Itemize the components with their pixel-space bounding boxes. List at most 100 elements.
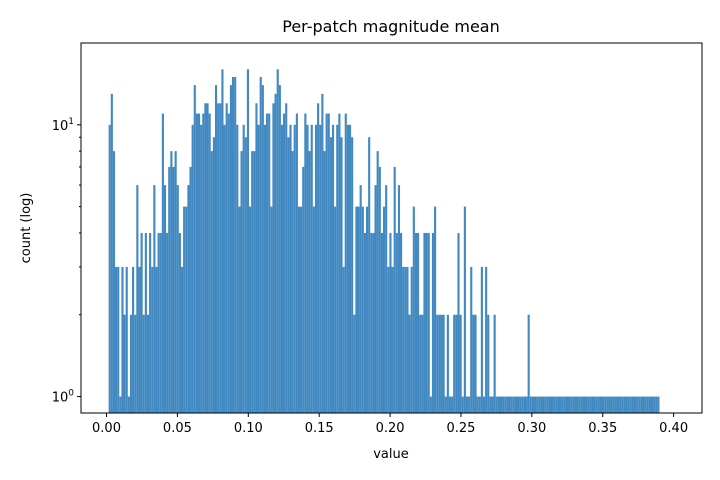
histogram-bar	[210, 151, 213, 413]
histogram-bar	[166, 232, 169, 413]
histogram-bar	[255, 103, 258, 413]
histogram-bar	[640, 396, 643, 413]
histogram-bar	[546, 396, 549, 413]
histogram-bar	[459, 314, 462, 413]
histogram-bar	[495, 396, 498, 413]
histogram-bar	[355, 206, 358, 413]
histogram-bar	[465, 396, 469, 413]
histogram-bar	[406, 266, 409, 413]
x-tick-label: 0.25	[446, 421, 475, 436]
histogram-bar	[404, 266, 407, 413]
histogram-bar	[236, 124, 239, 413]
histogram-bar	[570, 396, 573, 413]
histogram-bar	[595, 396, 598, 413]
histogram-bar	[319, 124, 322, 413]
x-axis-label: value	[373, 447, 409, 462]
histogram-bar	[163, 185, 167, 413]
histogram-bar	[159, 232, 162, 413]
histogram-bar	[559, 396, 562, 413]
histogram-bar	[272, 103, 275, 413]
histogram-bar	[417, 232, 420, 413]
x-tick-label: 0.20	[376, 421, 405, 436]
chart-title: Per-patch magnitude mean	[282, 17, 500, 36]
histogram-bar	[331, 124, 335, 413]
histogram-bar	[342, 266, 345, 413]
histogram-bar	[317, 103, 320, 413]
bars-group	[108, 69, 660, 414]
histogram-bar	[629, 396, 632, 413]
histogram-bar	[657, 396, 660, 413]
histogram-bar	[300, 206, 303, 413]
histogram-bar	[476, 396, 479, 413]
histogram-bar	[642, 396, 645, 413]
histogram-bar	[246, 69, 250, 413]
histogram-bar	[580, 396, 583, 413]
histogram-bar	[238, 206, 241, 413]
histogram-bar	[121, 266, 124, 413]
histogram-bar	[161, 113, 164, 413]
histogram-bar	[289, 124, 292, 413]
histogram-bar	[633, 396, 637, 413]
histogram-bar	[251, 151, 254, 413]
histogram-bar	[221, 69, 224, 413]
histogram-bar	[308, 151, 311, 413]
histogram-bar	[357, 206, 360, 413]
x-tick-label: 0.10	[234, 421, 263, 436]
histogram-bar	[485, 266, 488, 413]
histogram-bar	[170, 151, 173, 413]
histogram-bar	[146, 314, 150, 413]
histogram-bar	[650, 396, 654, 413]
histogram-bar	[302, 166, 305, 413]
histogram-bar	[174, 151, 177, 413]
axes-frame	[80, 42, 703, 414]
histogram-bar	[646, 396, 649, 413]
histogram-bar	[125, 266, 128, 413]
histogram-bar	[234, 76, 237, 413]
histogram-bar	[548, 396, 552, 413]
histogram-bar	[553, 396, 556, 413]
histogram-bar	[408, 314, 411, 413]
histogram-bar	[312, 206, 315, 413]
histogram-bar	[655, 396, 658, 413]
histogram-bar	[263, 124, 267, 413]
y-axis-ticks: 100 101	[52, 117, 81, 406]
histogram-bar	[557, 396, 560, 413]
histogram-bar	[638, 396, 641, 413]
histogram-bar	[261, 85, 264, 413]
histogram-bar	[285, 103, 288, 413]
histogram-bar	[348, 124, 352, 413]
histogram-bar	[527, 314, 530, 413]
histogram-bar	[214, 85, 218, 413]
y-axis-label: count (log)	[19, 193, 34, 264]
histogram-bar	[589, 396, 592, 413]
histogram-bar	[346, 124, 349, 413]
histogram-bar	[208, 113, 211, 413]
histogram-bar	[304, 113, 307, 413]
histogram-bar	[448, 396, 452, 413]
histogram-bar	[327, 113, 330, 413]
histogram-bar	[297, 206, 301, 413]
histogram-bar	[178, 232, 181, 413]
histogram-bar	[568, 396, 571, 413]
x-tick-label: 0.15	[305, 421, 334, 436]
histogram-bar	[368, 137, 371, 414]
histogram-bar	[510, 396, 513, 413]
y-tick-label: 101	[52, 117, 74, 134]
histogram-bar	[555, 396, 558, 413]
histogram-bar	[480, 266, 483, 413]
histogram-bar	[378, 166, 381, 413]
histogram-bar	[427, 232, 430, 413]
histogram-bar	[227, 113, 230, 413]
histogram-bar	[455, 314, 458, 413]
histogram-bar	[291, 151, 294, 413]
histogram-bar	[538, 396, 541, 413]
histogram-bar	[625, 396, 628, 413]
histogram-bar	[200, 124, 203, 413]
histogram-bar	[551, 396, 554, 413]
histogram-bar	[391, 266, 394, 413]
x-tick-label: 0.40	[659, 421, 688, 436]
histogram-bar	[117, 266, 120, 413]
histogram-bar	[482, 396, 486, 413]
histogram-bar	[189, 166, 192, 413]
